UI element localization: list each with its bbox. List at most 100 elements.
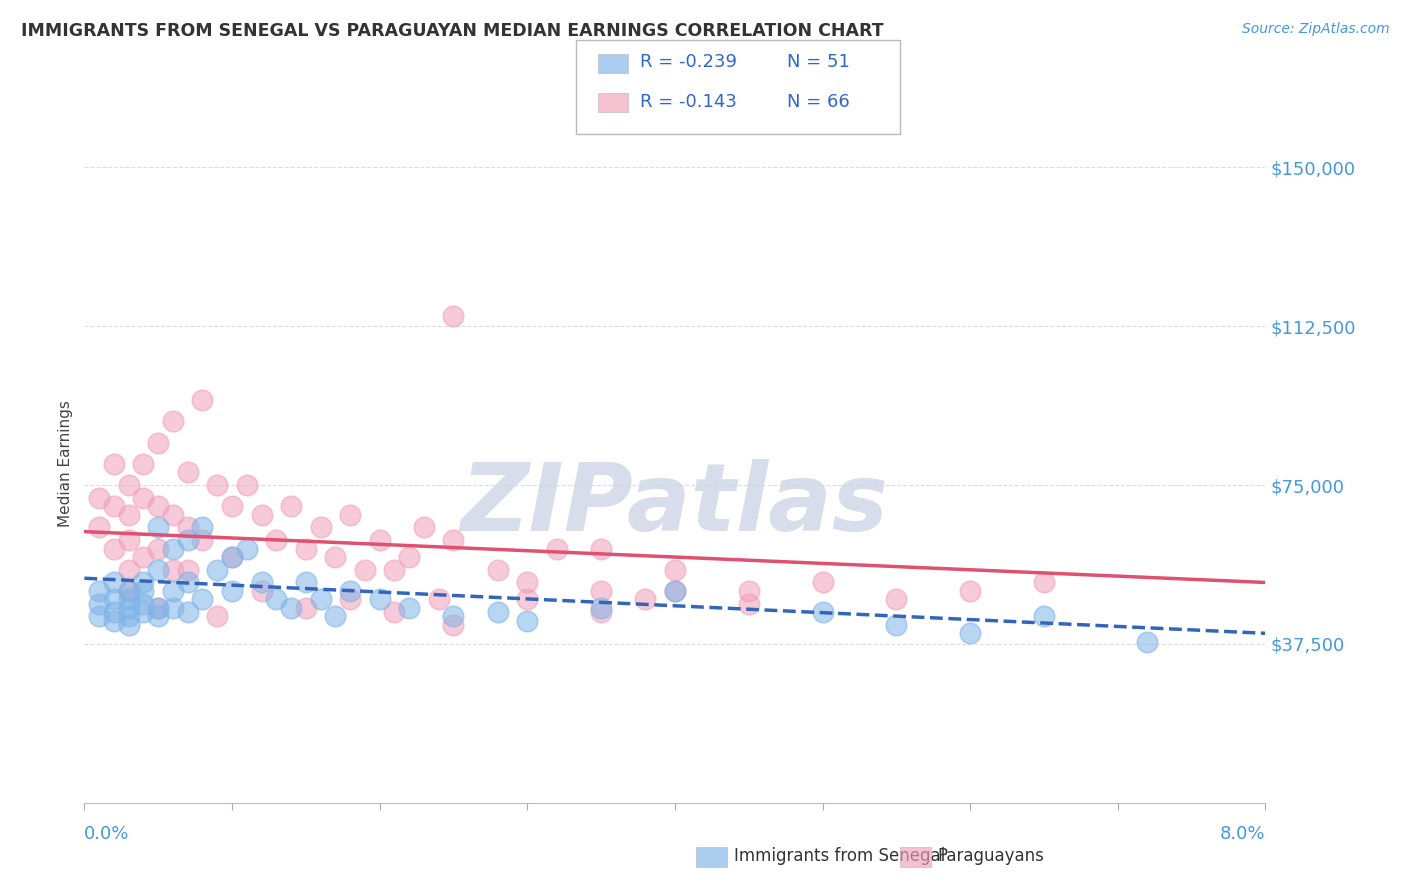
Point bbox=[103, 500, 125, 514]
Point bbox=[382, 563, 406, 577]
Point bbox=[811, 575, 834, 590]
Point bbox=[886, 592, 908, 607]
Text: IMMIGRANTS FROM SENEGAL VS PARAGUAYAN MEDIAN EARNINGS CORRELATION CHART: IMMIGRANTS FROM SENEGAL VS PARAGUAYAN ME… bbox=[21, 22, 884, 40]
Point bbox=[413, 520, 436, 534]
Point bbox=[295, 541, 318, 556]
Point bbox=[205, 609, 228, 624]
Point bbox=[443, 617, 465, 632]
Text: Source: ZipAtlas.com: Source: ZipAtlas.com bbox=[1241, 22, 1389, 37]
Point bbox=[339, 508, 361, 522]
Point bbox=[546, 541, 568, 556]
Point bbox=[191, 592, 214, 607]
Point bbox=[103, 605, 125, 619]
Point bbox=[664, 583, 686, 598]
Point bbox=[148, 541, 170, 556]
Point bbox=[148, 435, 170, 450]
Point bbox=[486, 605, 509, 619]
Point bbox=[250, 508, 273, 522]
Point bbox=[162, 508, 184, 522]
Point bbox=[103, 614, 125, 628]
Point bbox=[162, 601, 184, 615]
Point bbox=[132, 583, 155, 598]
Point bbox=[132, 575, 155, 590]
Point bbox=[295, 575, 318, 590]
Point bbox=[103, 575, 125, 590]
Point bbox=[368, 592, 391, 607]
Point bbox=[148, 500, 170, 514]
Point bbox=[177, 575, 200, 590]
Point bbox=[118, 508, 141, 522]
Point bbox=[1032, 575, 1054, 590]
Point bbox=[323, 549, 347, 565]
Point bbox=[443, 609, 465, 624]
Point bbox=[103, 457, 125, 471]
Point bbox=[737, 583, 759, 598]
Point bbox=[177, 466, 200, 480]
Point bbox=[309, 592, 332, 607]
Point bbox=[148, 601, 170, 615]
Point bbox=[516, 614, 538, 628]
Point bbox=[148, 563, 170, 577]
Point bbox=[148, 601, 170, 615]
Point bbox=[191, 393, 214, 408]
Point bbox=[516, 592, 538, 607]
Point bbox=[382, 605, 406, 619]
Point bbox=[737, 597, 759, 611]
Point bbox=[250, 575, 273, 590]
Point bbox=[205, 478, 228, 492]
Point bbox=[118, 583, 141, 598]
Point bbox=[118, 601, 141, 615]
Point bbox=[664, 583, 686, 598]
Point bbox=[443, 309, 465, 323]
Point bbox=[886, 617, 908, 632]
Point bbox=[959, 626, 981, 640]
Text: R = -0.239: R = -0.239 bbox=[640, 54, 737, 71]
Point bbox=[87, 597, 111, 611]
Point bbox=[398, 549, 420, 565]
Point bbox=[87, 491, 111, 505]
Point bbox=[443, 533, 465, 547]
Text: N = 51: N = 51 bbox=[787, 54, 851, 71]
Point bbox=[295, 601, 318, 615]
Text: 8.0%: 8.0% bbox=[1220, 825, 1265, 843]
Text: N = 66: N = 66 bbox=[787, 93, 851, 111]
Point bbox=[221, 549, 243, 565]
Point bbox=[1032, 609, 1054, 624]
Point bbox=[162, 414, 184, 428]
Point bbox=[132, 549, 155, 565]
Point bbox=[205, 563, 228, 577]
Point bbox=[634, 592, 657, 607]
Point bbox=[427, 592, 450, 607]
Point bbox=[280, 500, 302, 514]
Point bbox=[118, 533, 141, 547]
Text: R = -0.143: R = -0.143 bbox=[640, 93, 737, 111]
Point bbox=[221, 549, 243, 565]
Point bbox=[516, 575, 538, 590]
Point bbox=[118, 617, 141, 632]
Point bbox=[177, 563, 200, 577]
Point bbox=[132, 491, 155, 505]
Point bbox=[118, 563, 141, 577]
Point bbox=[591, 541, 613, 556]
Point bbox=[162, 583, 184, 598]
Point bbox=[1136, 635, 1159, 649]
Point bbox=[87, 583, 111, 598]
Point bbox=[591, 601, 613, 615]
Point bbox=[177, 520, 200, 534]
Point bbox=[148, 520, 170, 534]
Point bbox=[591, 583, 613, 598]
Point bbox=[118, 583, 141, 598]
Point bbox=[132, 605, 155, 619]
Y-axis label: Median Earnings: Median Earnings bbox=[58, 401, 73, 527]
Point bbox=[221, 583, 243, 598]
Point bbox=[177, 533, 200, 547]
Point bbox=[264, 533, 288, 547]
Point bbox=[354, 563, 377, 577]
Text: Immigrants from Senegal: Immigrants from Senegal bbox=[734, 847, 945, 865]
Point bbox=[87, 609, 111, 624]
Point bbox=[103, 541, 125, 556]
Point bbox=[118, 592, 141, 607]
Point bbox=[103, 592, 125, 607]
Point bbox=[148, 609, 170, 624]
Point bbox=[264, 592, 288, 607]
